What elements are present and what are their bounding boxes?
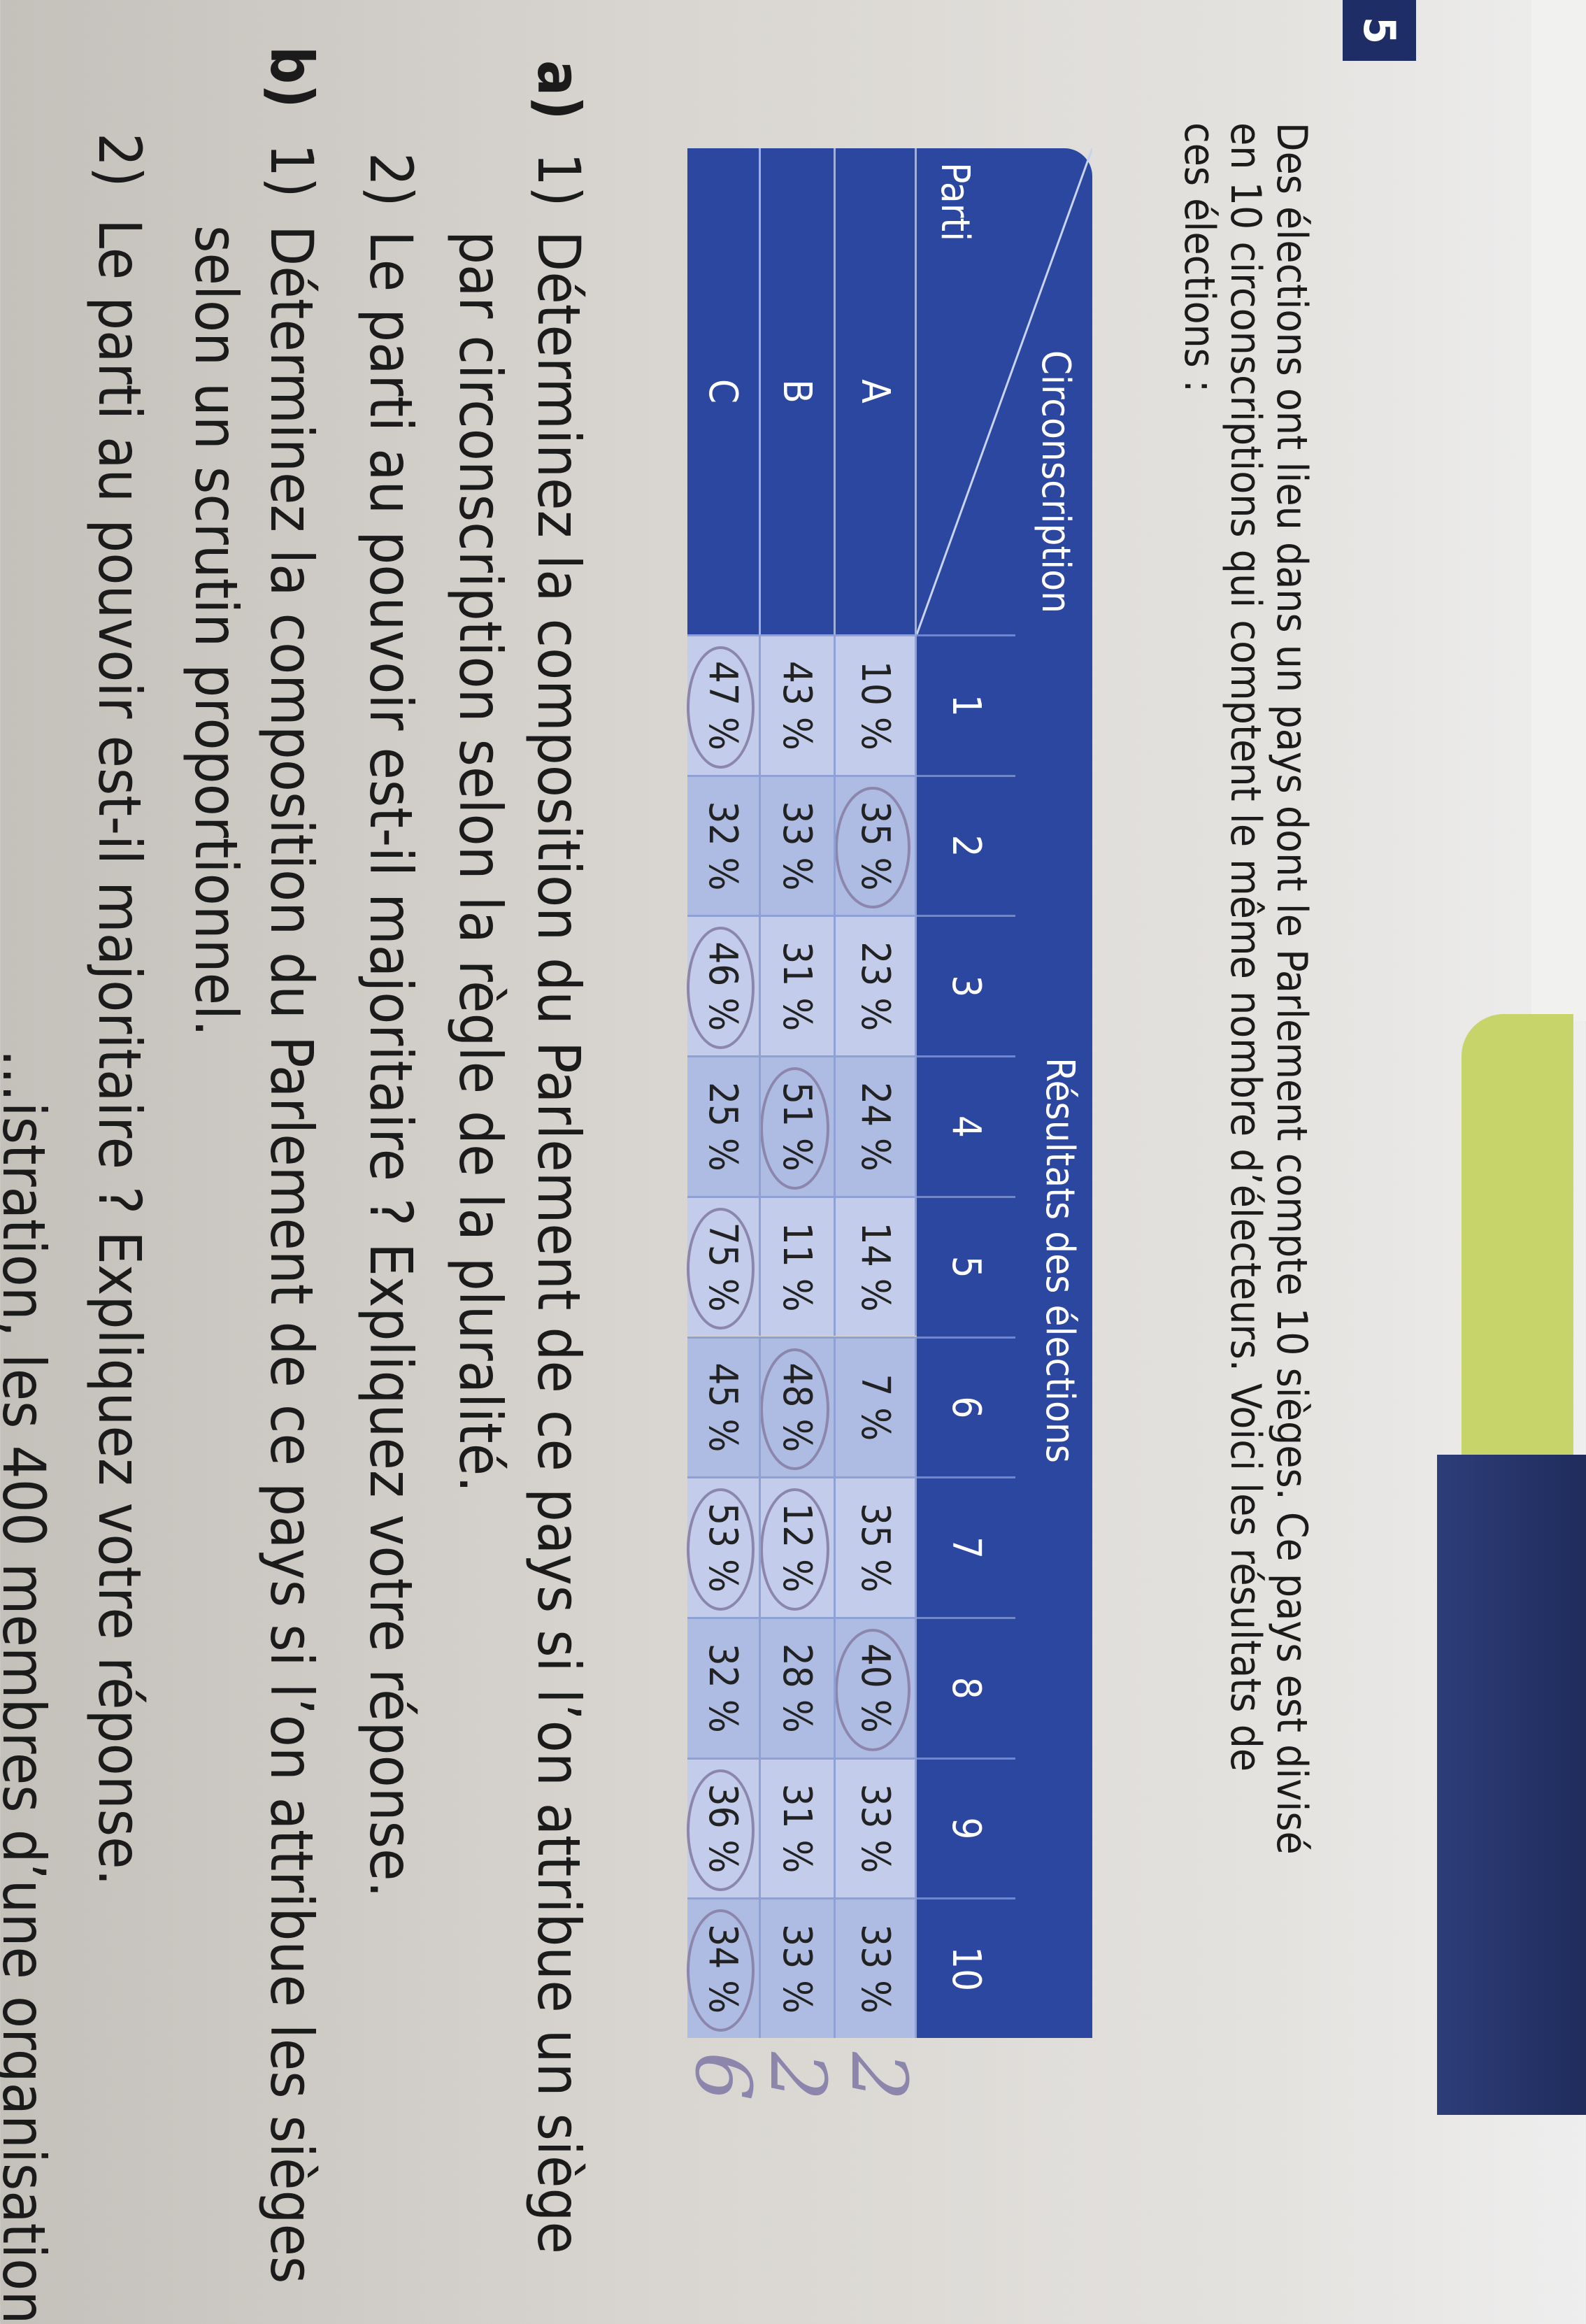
handwritten-seat-count: 6: [678, 2052, 768, 2101]
table-cell: 53 %: [687, 1476, 761, 1617]
table-cell: 43 %: [761, 634, 836, 775]
column-header-4: 4: [917, 1055, 1015, 1196]
question-a-label: a): [524, 60, 593, 120]
row-label-C: C: [687, 148, 761, 634]
table-cell: 25 %: [687, 1055, 761, 1196]
question-b-label: b): [257, 46, 326, 108]
pen-circle-mark: [835, 1628, 910, 1751]
table-cell: 33 %: [836, 1897, 917, 2038]
table-cell: 46 %: [687, 915, 761, 1056]
table-cell: 48 %: [760, 1336, 836, 1477]
pen-circle-mark: [687, 1769, 755, 1892]
row-label-A: A: [836, 148, 917, 634]
pen-circle-mark: [760, 1067, 829, 1190]
pen-circle-mark: [687, 646, 755, 769]
intro-line-2: en 10 circonscriptions qui comptent le m…: [1221, 122, 1270, 1772]
intro-line-1: Des élections ont lieu dans un pays dont…: [1267, 122, 1316, 1855]
table-cell: 10 %: [836, 634, 917, 775]
table-cell: 7 %: [836, 1336, 917, 1477]
diagonal-divider: [917, 148, 1092, 634]
green-tab-decoration: [1462, 1014, 1573, 1504]
pen-circle-mark: [687, 1207, 755, 1330]
question-b2-label: 2): [85, 133, 154, 187]
next-exercise-partial: …istration, les 400 membres d’une organi…: [0, 1049, 58, 2324]
header-parti: Parti: [932, 162, 978, 242]
question-a2-text: Le parti au pouvoir est-il majoritaire ?…: [357, 231, 425, 1898]
table-cell: 33 %: [836, 1757, 917, 1898]
navy-cover-decoration: [1437, 1455, 1586, 2115]
question-b2-text: Le parti au pouvoir est-il majoritaire ?…: [85, 219, 154, 1886]
question-a1-line1: Déterminez la composition du Parlement d…: [524, 231, 593, 2254]
table-cell: 11 %: [761, 1195, 836, 1336]
table-cell: 75 %: [687, 1195, 761, 1336]
table-cell: 14 %: [836, 1195, 917, 1336]
column-header-6: 6: [917, 1336, 1015, 1477]
column-header-3: 3: [917, 915, 1015, 1056]
table-cell: 24 %: [836, 1055, 917, 1196]
table-cell: 33 %: [761, 1897, 836, 2038]
question-a1-label: 1): [524, 152, 593, 207]
table-cell: 35 %: [836, 1476, 917, 1617]
column-header-5: 5: [917, 1195, 1015, 1336]
column-header-8: 8: [917, 1616, 1015, 1758]
page-edge: [1531, 0, 1586, 1021]
column-header-9: 9: [917, 1757, 1015, 1898]
handwritten-seat-count: 2: [834, 2052, 924, 2101]
pen-circle-mark: [687, 927, 755, 1050]
question-b1-label: 1): [257, 143, 326, 198]
exercise-number: 5: [1343, 0, 1416, 61]
table-cell: 35 %: [835, 774, 917, 915]
pen-circle-mark: [687, 1488, 755, 1611]
table-cell: 31 %: [761, 915, 836, 1056]
pen-circle-mark: [760, 1488, 829, 1611]
table-cell: 40 %: [835, 1616, 917, 1758]
table-title: Résultats des élections: [1037, 1057, 1083, 1463]
row-label-B: B: [761, 148, 836, 634]
table-cell: 32 %: [687, 1616, 761, 1758]
column-header-10: 10: [917, 1897, 1015, 2038]
header-circonscription: Circonscription: [1033, 350, 1078, 613]
question-a1-line2: par circonscription selon la règle de la…: [446, 231, 515, 1493]
results-table: Résultats des élections Circonscription …: [678, 148, 1092, 2101]
table-cell: 36 %: [687, 1757, 761, 1898]
pen-circle-mark: [835, 786, 910, 909]
question-b1-line2: selon un scrutin proportionnel.: [182, 225, 250, 1037]
pen-circle-mark: [760, 1348, 829, 1471]
table-cell: 45 %: [687, 1336, 761, 1477]
table-cell: 23 %: [836, 915, 917, 1056]
question-b1-line1: Déterminez la composition du Parlement d…: [257, 225, 326, 2284]
intro-line-3: ces élections :: [1175, 122, 1224, 393]
pen-circle-mark: [687, 1909, 755, 2032]
question-a2-label: 2): [357, 152, 425, 207]
textbook-page: 5 Des élections ont lieu dans un pays do…: [0, 0, 1416, 2324]
table-cell: 51 %: [760, 1055, 836, 1196]
column-header-7: 7: [917, 1476, 1015, 1617]
column-header-2: 2: [917, 774, 1015, 915]
table-cell: 12 %: [760, 1476, 836, 1617]
table-cell: 33 %: [761, 774, 836, 915]
corner-header-cell: Circonscription Parti: [917, 148, 1092, 634]
table-cell: 32 %: [687, 774, 761, 915]
table-cell: 34 %: [687, 1897, 761, 2038]
column-header-1: 1: [917, 634, 1015, 775]
table-cell: 28 %: [761, 1616, 836, 1758]
table-cell: 47 %: [687, 634, 761, 775]
table-cell: 31 %: [761, 1757, 836, 1898]
